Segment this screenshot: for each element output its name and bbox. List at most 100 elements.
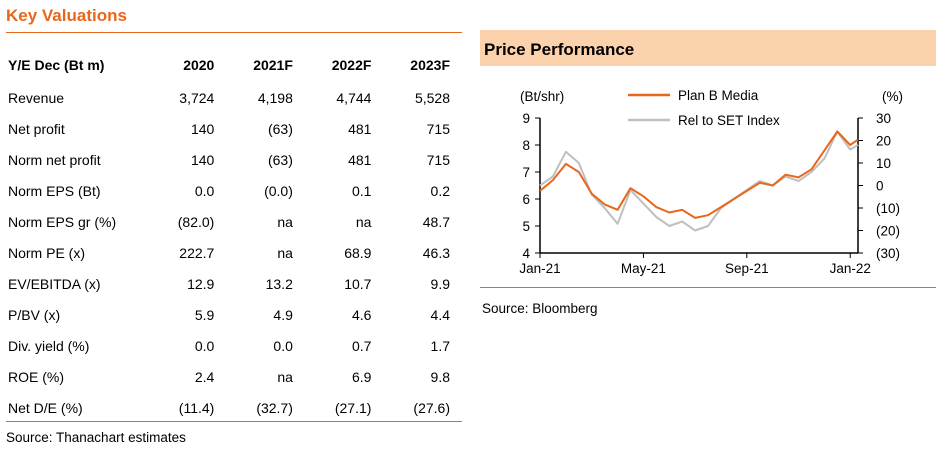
table-cell: 715 xyxy=(426,120,450,137)
table-cell: 10.7 xyxy=(344,275,372,292)
right-tick-label: (10) xyxy=(876,201,900,216)
table-cell: 4.6 xyxy=(351,306,372,323)
row-label: Net D/E (%) xyxy=(8,399,83,416)
header-cell: Y/E Dec (Bt m) xyxy=(8,57,105,73)
chart-series xyxy=(539,130,859,232)
table-row: Norm EPS gr (%) (82.0) na na 48.7 xyxy=(6,206,462,237)
table-cell: (63) xyxy=(267,151,293,168)
x-tick-label: Jan-22 xyxy=(830,261,871,276)
table-cell: 0.2 xyxy=(430,182,450,199)
table-cell: 4,198 xyxy=(257,89,293,106)
chart-legend: Plan B Media Rel to SET Index xyxy=(628,88,780,128)
key-valuations-bottom-rule xyxy=(6,421,462,422)
right-tick-label: (30) xyxy=(876,246,900,261)
left-tick-label: 5 xyxy=(522,219,530,234)
legend-label-plan-b: Plan B Media xyxy=(678,88,759,103)
table-row: Revenue 3,724 4,198 4,744 5,528 xyxy=(6,82,462,113)
row-label: P/BV (x) xyxy=(8,306,61,323)
key-valuations-source: Source: Thanachart estimates xyxy=(6,430,186,445)
table-cell: 0.0 xyxy=(194,182,215,199)
table-cell: 4.4 xyxy=(430,306,450,323)
price-performance-chart: (Bt/shr) (%) Plan B Media Rel to SET Ind… xyxy=(519,88,903,276)
table-cell: 68.9 xyxy=(344,244,372,261)
table-cell: 6.9 xyxy=(351,368,372,385)
chart-axes: 9 8 7 6 5 4 30 20 10 0 (10) (20) (30) Jan-21 May-21 Sep… xyxy=(519,111,900,276)
table-header-row: Y/E Dec (Bt m) 2020 2021F 2022F 2023F xyxy=(6,48,462,82)
price-performance-title: Price Performance xyxy=(484,40,635,59)
table-row: ROE (%) 2.4 na 6.9 9.8 xyxy=(6,361,462,392)
table-cell: na xyxy=(355,213,372,230)
table-row: Div. yield (%) 0.0 0.0 0.7 1.7 xyxy=(6,330,462,361)
table-cell: 0.1 xyxy=(351,182,372,199)
header-cell: 2021F xyxy=(253,57,293,73)
left-tick-label: 7 xyxy=(522,165,530,180)
table-cell: 3,724 xyxy=(179,89,215,106)
series-line-plan-b xyxy=(539,130,859,219)
table-cell: na xyxy=(277,368,293,385)
x-tick-label: Jan-21 xyxy=(519,261,560,276)
right-tick-label: 10 xyxy=(876,156,891,171)
table-cell: 48.7 xyxy=(422,213,450,230)
table-cell: 0.0 xyxy=(194,337,215,354)
left-tick-label: 6 xyxy=(522,192,530,207)
row-label: Revenue xyxy=(8,89,65,106)
x-tick-label: Sep-21 xyxy=(725,261,769,276)
table-cell: 5.9 xyxy=(194,306,215,323)
table-cell: 13.2 xyxy=(265,275,293,292)
x-tick-label: May-21 xyxy=(621,261,666,276)
table-cell: (32.7) xyxy=(256,399,293,416)
table-cell: na xyxy=(277,244,293,261)
row-label: Norm PE (x) xyxy=(8,244,85,261)
price-performance-header: Price Performance xyxy=(480,30,936,66)
right-tick-label: 20 xyxy=(876,134,891,149)
series-line-rel-set xyxy=(539,130,859,232)
right-tick-label: 0 xyxy=(876,179,884,194)
table-cell: 12.9 xyxy=(187,275,215,292)
row-label: EV/EBITDA (x) xyxy=(8,275,101,292)
table-cell: na xyxy=(277,213,293,230)
table-cell: 481 xyxy=(348,120,372,137)
table-cell: (0.0) xyxy=(264,182,293,199)
key-valuations-title: Key Valuations xyxy=(6,6,127,25)
header-cell: 2022F xyxy=(331,57,372,73)
key-valuations-table: Y/E Dec (Bt m) 2020 2021F 2022F 2023F Re… xyxy=(6,48,462,423)
table-cell: 481 xyxy=(348,151,372,168)
table-cell: (82.0) xyxy=(177,213,215,230)
row-label: Net profit xyxy=(8,120,65,137)
table-cell: 1.7 xyxy=(430,337,450,354)
table-cell: (27.1) xyxy=(334,399,372,416)
table-row: P/BV (x) 5.9 4.9 4.6 4.4 xyxy=(6,299,462,330)
table-row: Net profit 140 (63) 481 715 xyxy=(6,113,462,144)
table-cell: 222.7 xyxy=(179,244,215,261)
table-row: Norm net profit 140 (63) 481 715 xyxy=(6,144,462,175)
table-cell: 715 xyxy=(426,151,450,168)
table-row: Net D/E (%) (11.4) (32.7) (27.1) (27.6) xyxy=(6,392,462,423)
left-axis-label: (Bt/shr) xyxy=(520,89,564,104)
left-tick-label: 8 xyxy=(522,138,530,153)
row-label: ROE (%) xyxy=(8,368,64,385)
table-cell: 0.7 xyxy=(351,337,372,354)
table-cell: 4.9 xyxy=(273,306,293,323)
table-cell: 46.3 xyxy=(422,244,450,261)
right-tick-label: 30 xyxy=(876,111,891,126)
right-axis-label: (%) xyxy=(882,89,903,104)
row-label: Norm EPS gr (%) xyxy=(8,213,117,230)
price-performance-source: Source: Bloomberg xyxy=(482,301,598,316)
table-cell: 9.9 xyxy=(430,275,450,292)
price-performance-bottom-rule xyxy=(480,287,936,288)
key-valuations-top-rule xyxy=(6,32,462,33)
table-cell: (63) xyxy=(267,120,293,137)
table-cell: 9.8 xyxy=(430,368,450,385)
right-tick-label: (20) xyxy=(876,224,900,239)
legend-label-rel-set: Rel to SET Index xyxy=(678,113,780,128)
table-row: EV/EBITDA (x) 12.9 13.2 10.7 9.9 xyxy=(6,268,462,299)
left-tick-label: 4 xyxy=(522,246,530,261)
header-cell: 2020 xyxy=(183,57,215,73)
table-cell: 5,528 xyxy=(414,89,450,106)
table-row: Norm PE (x) 222.7 na 68.9 46.3 xyxy=(6,237,462,268)
row-label: Div. yield (%) xyxy=(8,337,90,354)
left-tick-label: 9 xyxy=(522,111,530,126)
table-cell: (11.4) xyxy=(178,399,215,416)
table-cell: 140 xyxy=(190,151,215,168)
table-cell: 0.0 xyxy=(273,337,293,354)
